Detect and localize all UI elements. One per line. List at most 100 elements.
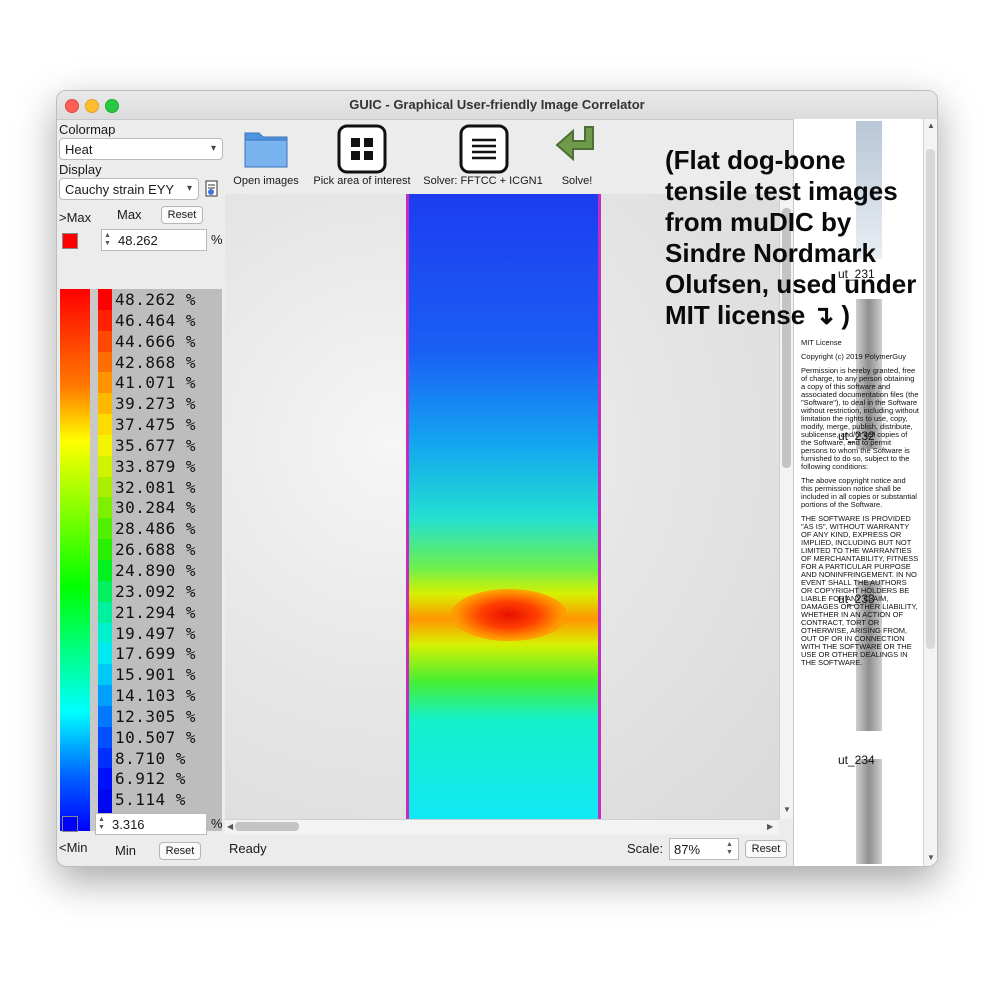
chevron-down-icon: ▾ (186, 183, 192, 194)
strain-field-overlay (408, 194, 600, 819)
colorbar-segment (98, 455, 112, 478)
colorbar-segment (98, 560, 112, 582)
thumbnail-image-1[interactable] (856, 121, 882, 259)
colorbar-segment (98, 768, 112, 790)
colorbar-tick-label: 23.092 % (115, 581, 197, 601)
folder-icon (244, 132, 288, 168)
chevron-down-icon: ▾ (210, 143, 216, 154)
zoom-window-button[interactable] (105, 99, 119, 113)
colorbar-tick-label: 6.912 % (115, 769, 186, 789)
min-percent-label: % (211, 816, 223, 831)
colorbar-segment (98, 643, 112, 665)
export-document-icon[interactable] (203, 180, 221, 198)
colorbar-segment (98, 726, 112, 749)
colorbar-segment (98, 622, 112, 644)
colorbar-tick-label: 19.497 % (115, 623, 197, 643)
colorbar-tick-label: 21.294 % (115, 602, 197, 622)
colorbar-segment (98, 518, 112, 540)
colorbar-segment (98, 414, 112, 436)
thumbnail-scrollbar[interactable]: ▲ ▼ (923, 119, 937, 866)
colorbar-segment (98, 476, 112, 498)
colorbar-segment (98, 497, 112, 519)
colorbar-tick-label: 42.868 % (115, 352, 197, 372)
colorbar-tick-label: 33.879 % (115, 456, 197, 476)
viewport-vertical-scrollbar[interactable]: ▼ (779, 194, 794, 819)
scale-reset-button[interactable]: Reset (745, 840, 787, 858)
scroll-down-icon[interactable]: ▼ (783, 805, 791, 814)
max-label: >Max (59, 210, 92, 225)
colorbar-tick-label: 12.305 % (115, 706, 197, 726)
image-viewport[interactable] (225, 194, 779, 819)
colorbar-segment (98, 789, 112, 811)
colorbar-segment (98, 393, 112, 415)
min-color-swatch[interactable] (62, 816, 78, 832)
scroll-left-icon[interactable]: ◀ (227, 822, 234, 831)
max-color-swatch[interactable] (62, 233, 78, 249)
open-images-label: Open images (233, 175, 299, 187)
colorbar: 48.262 % 46.464 % 44.666 % 42.868 % 41.071 %… (60, 289, 222, 832)
colormap-select[interactable]: Heat ▾ (59, 138, 223, 160)
strain-hotspot (451, 589, 567, 641)
colorbar-segment (98, 351, 112, 373)
display-select[interactable]: Cauchy strain EYY ▾ (59, 178, 199, 200)
colorbar-tick-label: 28.486 % (115, 519, 197, 539)
display-label: Display (59, 162, 102, 177)
status-text: Ready (229, 841, 267, 856)
thumbnail-image-4[interactable] (856, 759, 882, 864)
thumbnail-image-2[interactable] (856, 299, 882, 449)
spin-arrows-icon[interactable]: ▲ ▼ (104, 232, 111, 247)
colorbar-segment (98, 372, 112, 394)
colorbar-tick-label: 41.071 % (115, 373, 197, 393)
colorbar-divider (90, 289, 98, 831)
colorbar-segment (98, 601, 112, 624)
min-value-spinbox[interactable]: ▲ ▼ 3.316 (95, 813, 207, 835)
min-reset-button[interactable]: Reset (159, 842, 201, 860)
colorbar-segment (98, 747, 112, 769)
colorbar-tick-label: 8.710 % (115, 748, 186, 768)
solver-label: Solver: FFTCC + ICGN1 (423, 175, 543, 187)
colorbar-segment (98, 685, 112, 707)
scroll-right-icon[interactable]: ▶ (767, 822, 774, 831)
thumbnail-panel: ut_231 ut_232 ut_233 ut_234 (793, 119, 937, 866)
thumbnail-label: ut_232 (838, 429, 875, 443)
colorbar-tick-label: 10.507 % (115, 727, 197, 747)
close-window-button[interactable] (65, 99, 79, 113)
return-arrow-icon (555, 126, 594, 162)
solver-button[interactable]: Solver: FFTCC + ICGN1 (421, 119, 545, 191)
spin-arrows-icon[interactable]: ▲ ▼ (726, 841, 733, 856)
thumbnail-label: ut_231 (838, 267, 875, 281)
minimize-window-button[interactable] (85, 99, 99, 113)
colorbar-gradient (60, 289, 90, 831)
scroll-down-icon[interactable]: ▼ (927, 853, 935, 862)
viewport-horizontal-scrollbar[interactable]: ◀ ▶ (225, 819, 779, 834)
scale-spinbox[interactable]: 87% ▲ ▼ (669, 838, 739, 860)
spin-arrows-icon[interactable]: ▲ ▼ (98, 816, 105, 831)
colorbar-tick-label: 37.475 % (115, 415, 197, 435)
colormap-panel: Colormap Heat ▾ Display Cauchy strain EY… (57, 119, 225, 866)
colorbar-segment (98, 289, 112, 311)
solve-button[interactable]: Solve! (547, 119, 607, 191)
open-images-button[interactable]: Open images (231, 119, 301, 191)
colorbar-segment (98, 434, 112, 457)
grid-icon (337, 124, 387, 174)
vertical-scroll-thumb[interactable] (782, 208, 791, 468)
license-paragraph: The above copyright notice and this perm… (801, 476, 917, 509)
thumbnail-label: ut_233 (838, 592, 875, 606)
horizontal-scroll-thumb[interactable] (235, 822, 299, 831)
scroll-up-icon[interactable]: ▲ (927, 121, 935, 130)
colorbar-tick-label: 30.284 % (115, 498, 197, 518)
pick-area-button[interactable]: Pick area of interest (309, 119, 415, 191)
license-title: MIT License (801, 338, 842, 347)
min-value: 3.316 (112, 817, 145, 832)
max-reset-button[interactable]: Reset (161, 206, 203, 224)
license-heading: (Flat dog-bone tensile test images from … (665, 145, 917, 330)
specimen-right-edge (598, 194, 601, 819)
min-caption: Min (115, 843, 136, 858)
colorbar-segments (98, 289, 112, 832)
colorbar-segment (98, 580, 112, 603)
thumbnail-scroll-thumb[interactable] (926, 149, 935, 649)
thumbnail-image-3[interactable] (856, 581, 882, 731)
colorbar-segment (98, 330, 112, 353)
max-value-spinbox[interactable]: ▲ ▼ 48.262 (101, 229, 207, 251)
min-label: <Min (59, 840, 88, 855)
